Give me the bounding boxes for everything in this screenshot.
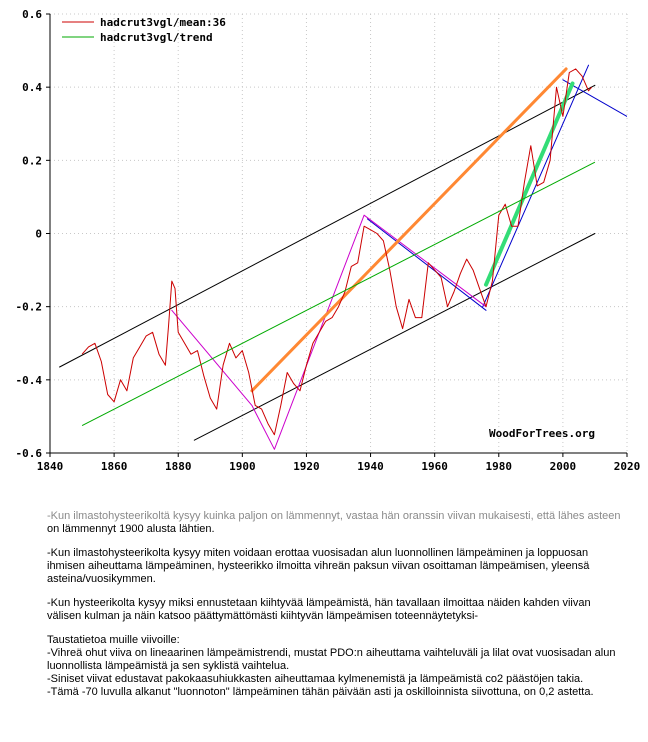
x-tick-label: 1860 — [101, 460, 128, 473]
series-line-1 — [81, 161, 596, 427]
data-series — [81, 68, 596, 436]
background-line-1: -Vihreä ohut viiva on lineaarinen lämpeä… — [47, 647, 616, 672]
note-paragraph-1: -Kun ilmastohysteerikoltä kysyy kuinka p… — [47, 510, 627, 536]
y-tick-label: -0.2 — [16, 301, 43, 314]
annotation-line-1 — [193, 233, 596, 441]
annotation-line-6 — [250, 67, 568, 393]
annotation-line-3 — [482, 64, 589, 308]
x-tick-label: 1940 — [357, 460, 384, 473]
y-tick-label: 0.6 — [22, 8, 42, 21]
credit-label: WoodForTrees.org — [489, 427, 595, 440]
annotation-line-2 — [366, 218, 487, 311]
annotation-line-7 — [484, 81, 575, 287]
x-tick-label: 1960 — [421, 460, 448, 473]
annotation-lines — [59, 64, 627, 450]
y-tick-label: -0.4 — [16, 374, 43, 387]
x-tick-label: 1980 — [486, 460, 513, 473]
temperature-chart: 1840 1860 1880 1900 1920 1940 1960 1980 2000 2020… — [16, 8, 641, 473]
background-line-3: -Tämä -70 luvulla alkanut "luonnoton" lä… — [47, 686, 594, 698]
notes-text: -Kun ilmastohysteerikoltä kysyy kuinka p… — [47, 510, 627, 699]
x-tick-label: 2000 — [550, 460, 577, 473]
x-tick-label: 1840 — [37, 460, 64, 473]
annotation-line-5 — [171, 214, 487, 450]
legend-label-trend: hadcrut3vgl/trend — [100, 31, 213, 44]
note-1-black: on lämmennyt 1900 alusta lähtien. — [47, 523, 215, 535]
axes — [46, 13, 628, 457]
note-1-grey: -Kun ilmastohysteerikoltä kysyy kuinka p… — [47, 510, 621, 522]
series-line-0 — [81, 68, 593, 436]
y-tick-label: 0.4 — [22, 81, 42, 94]
x-tick-label: 1900 — [229, 460, 256, 473]
note-paragraph-2: -Kun ilmastohysteerikolta kysyy miten vo… — [47, 547, 590, 585]
x-tick-labels: 1840 1860 1880 1900 1920 1940 1960 1980 2000 2020 — [37, 460, 641, 473]
y-tick-label: 0.2 — [22, 154, 42, 167]
legend-label-mean: hadcrut3vgl/mean:36 — [100, 16, 226, 29]
x-tick-label: 2020 — [614, 460, 641, 473]
background-line-2: -Siniset viivat edustavat pakokaasuhiukk… — [47, 673, 584, 685]
x-tick-label: 1880 — [165, 460, 192, 473]
background-title: Taustatietoa muille viivoille: — [47, 634, 180, 646]
legend: hadcrut3vgl/mean:36 hadcrut3vgl/trend — [62, 16, 226, 44]
y-tick-label: 0 — [35, 228, 42, 241]
y-tick-labels: -0.6 -0.4 -0.2 0 0.2 0.4 0.6 — [16, 8, 43, 460]
x-tick-label: 1920 — [293, 460, 320, 473]
note-paragraph-3: -Kun hysteerikolta kysyy miksi ennusteta… — [47, 597, 591, 622]
y-tick-label: -0.6 — [16, 447, 43, 460]
